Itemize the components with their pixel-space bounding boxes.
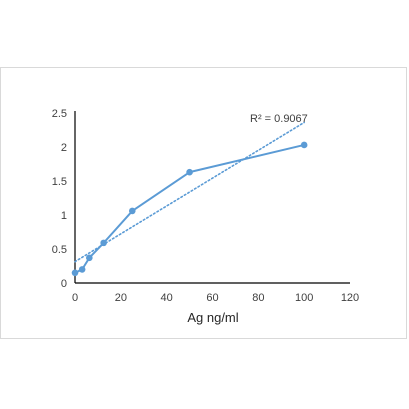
data-point [300, 141, 308, 149]
x-tick-label: 40 [161, 292, 173, 304]
chart-frame [0, 67, 407, 339]
data-point [86, 254, 93, 262]
data-point [186, 168, 193, 176]
x-tick-label: 80 [252, 292, 264, 304]
data-point [71, 269, 79, 277]
y-tick-label: 2 [61, 142, 67, 154]
y-tick-label: 0.5 [52, 244, 67, 256]
x-tick-label: 60 [206, 292, 218, 304]
data-point [128, 207, 136, 215]
y-tick-label: 1.5 [52, 176, 67, 188]
data-point [100, 239, 107, 247]
trendline [74, 121, 305, 263]
y-tick-labels: 0 0.5 1 1.5 2 2.5 [52, 108, 67, 290]
y-tick-label: 0 [61, 278, 67, 290]
y-tick-label: 1 [61, 210, 67, 222]
trendline-line [74, 121, 305, 263]
x-tick-label: 120 [341, 292, 359, 304]
x-tick-labels: 0 20 40 60 80 100 120 [72, 292, 359, 304]
x-tick-label: 0 [72, 292, 78, 304]
series-line [74, 143, 305, 274]
series-group [71, 141, 308, 277]
x-axis-title: Ag ng/ml [187, 310, 238, 325]
data-point [78, 266, 86, 273]
y-tick-label: 2.5 [52, 108, 67, 120]
r-squared-label: R² = 0.9067 [250, 113, 308, 125]
x-tick-label: 100 [295, 292, 313, 304]
x-tick-label: 20 [115, 292, 127, 304]
